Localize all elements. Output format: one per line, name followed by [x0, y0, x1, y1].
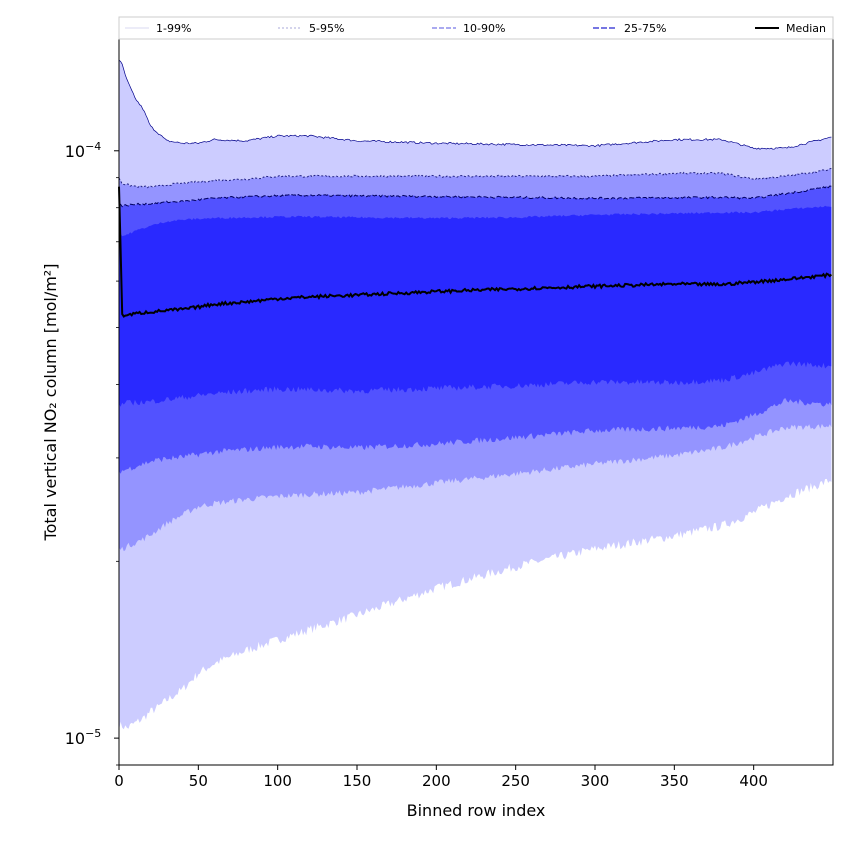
- x-tick-label: 400: [739, 772, 768, 790]
- y-axis-label: Total vertical NO₂ column [mol/m²]: [41, 264, 60, 542]
- legend: 1-99% 5-95% 10-90% 25-75% Median: [118, 16, 834, 40]
- band-25-75: [119, 205, 832, 407]
- legend-label: 5-95%: [309, 22, 344, 35]
- x-tick-label: 150: [343, 772, 372, 790]
- x-tick-label: 50: [189, 772, 208, 790]
- legend-label: 10-90%: [463, 22, 505, 35]
- legend-item-25-75: 25-75%: [593, 22, 666, 35]
- band-upper-edge-10-90: [118, 185, 832, 208]
- x-tick-label: 0: [114, 772, 124, 790]
- y-axis: 10−4 10−5: [65, 140, 119, 766]
- x-tick-label: 300: [581, 772, 610, 790]
- band-upper-edge-5-95: [118, 167, 832, 189]
- x-tick-label: 250: [501, 772, 530, 790]
- x-tick-label: 350: [660, 772, 689, 790]
- x-axis: 0 50 100 150 200 250 300 350 400: [114, 765, 768, 790]
- legend-item-10-90: 10-90%: [432, 22, 505, 35]
- band-layer: [119, 60, 832, 731]
- legend-item-1-99: 1-99%: [125, 22, 191, 35]
- legend-box: [118, 16, 834, 40]
- median-layer: [118, 186, 833, 318]
- x-axis-label: Binned row index: [407, 801, 546, 820]
- y-tick-label: 10−5: [65, 727, 102, 748]
- legend-item-5-95: 5-95%: [278, 22, 344, 35]
- band-edge-layer: [118, 59, 832, 208]
- x-tick-label: 100: [263, 772, 292, 790]
- legend-label: 1-99%: [156, 22, 191, 35]
- y-tick-label: 10−4: [65, 140, 102, 161]
- median-line: [118, 186, 833, 318]
- legend-label: Median: [786, 22, 826, 35]
- legend-item-median: Median: [755, 22, 826, 35]
- x-tick-label: 200: [422, 772, 451, 790]
- legend-label: 25-75%: [624, 22, 666, 35]
- band-upper-edge-1-99: [118, 59, 832, 150]
